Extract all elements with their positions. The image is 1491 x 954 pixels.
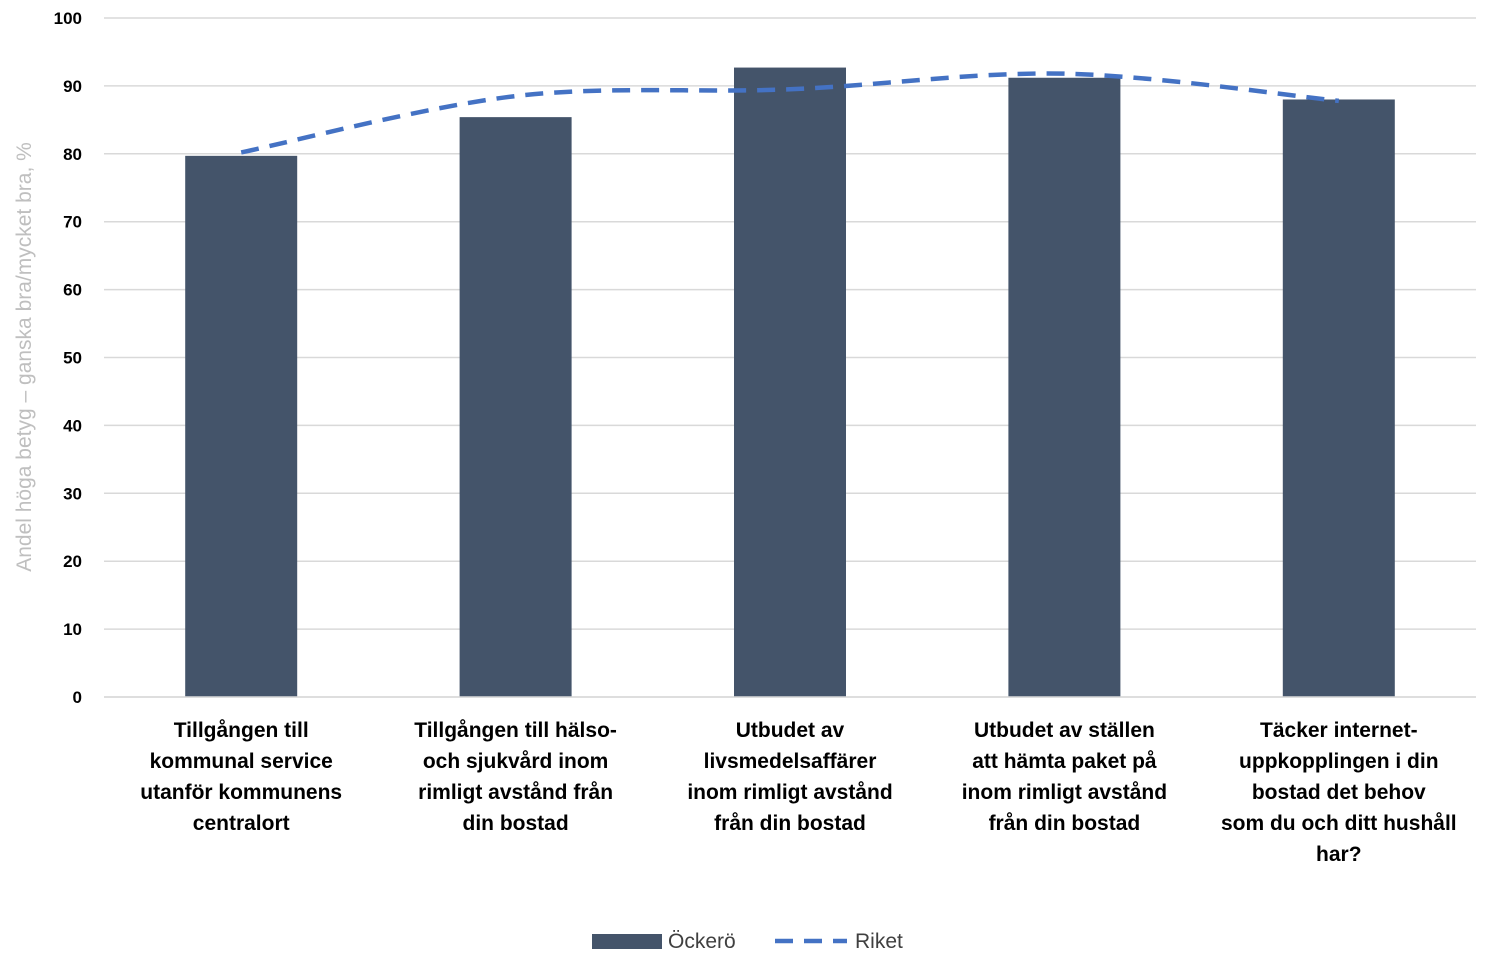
y-tick-label: 70 <box>63 213 82 232</box>
y-tick-label: 80 <box>63 145 82 164</box>
category-label-line: från din bostad <box>714 812 866 835</box>
bar-ockero <box>1282 99 1395 698</box>
category-label: Utbudet av livsmedelsaffärer inom rimligt … <box>687 719 892 835</box>
y-tick-label: 90 <box>63 77 82 96</box>
legend-label-ockero: Öckerö <box>668 930 736 953</box>
category-label-line: som du och ditt hushåll <box>1221 812 1457 835</box>
category-label-line: Utbudet av <box>736 719 845 742</box>
category-label-line: har? <box>1316 843 1362 866</box>
category-label: Utbudet av ställen att hämta paket på inom… <box>962 719 1167 835</box>
legend-label-riket: Riket <box>855 930 903 953</box>
category-labels: Tillgången till kommunal service utanför k… <box>140 719 1456 866</box>
category-label-line: din bostad <box>463 812 569 835</box>
bar-ockero <box>459 117 572 697</box>
y-tick-label: 10 <box>63 620 82 639</box>
category-label-line: livsmedelsaffärer <box>704 750 877 773</box>
y-axis-label: Andel höga betyg – ganska bra/mycket bra… <box>13 142 36 572</box>
bar-ockero <box>185 155 298 697</box>
y-tick-label: 40 <box>63 416 82 435</box>
category-label: Täcker internet-uppkopplingen i din bosta… <box>1221 719 1457 866</box>
y-axis-ticks: 0 10 20 30 40 50 60 70 80 90 100 <box>54 9 82 707</box>
y-tick-label: 20 <box>63 552 82 571</box>
category-label-line: och sjukvård inom <box>423 750 609 773</box>
y-tick-label: 50 <box>63 349 82 368</box>
category-label-line: kommunal service <box>150 750 333 773</box>
y-tick-label: 60 <box>63 281 82 300</box>
category-label-line: Täcker internet- <box>1260 719 1418 742</box>
category-label-line: rimligt avstånd från <box>418 781 613 804</box>
category-label: Tillgången till kommunal service utanför k… <box>140 719 342 835</box>
legend-swatch-ockero <box>592 934 662 949</box>
category-label-line: inom rimligt avstånd <box>687 781 892 804</box>
category-label-line: Tillgången till hälso- <box>414 719 617 742</box>
y-tick-label: 100 <box>54 9 82 28</box>
legend: Öckerö Riket <box>592 930 903 953</box>
category-label-line: inom rimligt avstånd <box>962 781 1167 804</box>
category-label: Tillgången till hälso-och sjukvård inom r… <box>414 719 617 835</box>
category-label-line: bostad det behov <box>1252 781 1426 804</box>
category-label-line: Tillgången till <box>174 719 309 742</box>
y-tick-label: 30 <box>63 484 82 503</box>
category-label-line: Utbudet av ställen <box>974 719 1155 742</box>
category-label-line: centralort <box>193 812 290 835</box>
riket-line <box>240 71 1340 155</box>
category-label-line: uppkopplingen i din <box>1239 750 1438 773</box>
category-label-line: att hämta paket på <box>972 750 1157 773</box>
bar-series <box>185 67 1395 698</box>
bar-ockero <box>1008 77 1121 697</box>
bar-ockero <box>734 67 846 697</box>
y-tick-label: 0 <box>73 688 82 707</box>
category-label-line: utanför kommunens <box>140 781 342 804</box>
category-label-line: från din bostad <box>989 812 1141 835</box>
